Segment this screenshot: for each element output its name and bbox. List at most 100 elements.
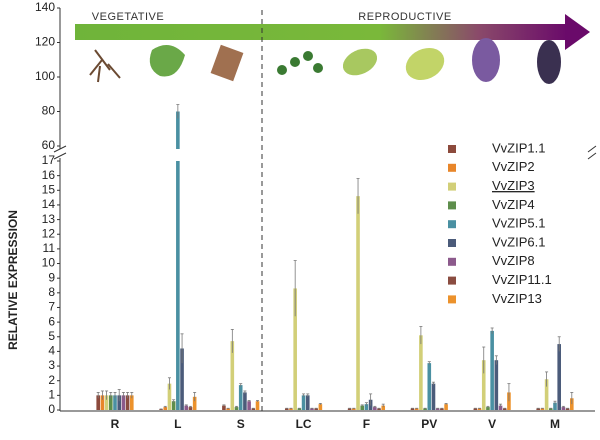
legend-swatch bbox=[448, 257, 456, 266]
y-tick-label: 11 bbox=[43, 241, 56, 255]
legend-swatch bbox=[448, 182, 456, 191]
bar bbox=[431, 383, 436, 410]
bar bbox=[247, 401, 251, 410]
bar bbox=[176, 111, 180, 149]
y-tick-label: 9 bbox=[48, 270, 55, 284]
legend-swatch bbox=[448, 220, 456, 229]
y-tick-label: 120 bbox=[35, 35, 55, 49]
bar bbox=[238, 385, 243, 410]
bar bbox=[490, 330, 494, 410]
bar bbox=[356, 196, 360, 410]
y-tick-label: 0 bbox=[48, 402, 55, 416]
bar bbox=[100, 395, 105, 410]
y-tick-label: 4 bbox=[48, 344, 55, 358]
bar bbox=[184, 405, 189, 410]
y-tick-label: 10 bbox=[42, 256, 56, 270]
bar bbox=[284, 408, 289, 410]
bar bbox=[96, 395, 100, 410]
bar bbox=[544, 379, 549, 410]
bar bbox=[125, 395, 130, 410]
x-tick-label: M bbox=[550, 417, 560, 431]
legend-swatch bbox=[448, 163, 456, 172]
bar bbox=[117, 395, 121, 410]
legend-label: VvZIP2 bbox=[492, 159, 535, 174]
bar bbox=[130, 395, 134, 410]
bar bbox=[540, 408, 545, 410]
y-tick-label: 3 bbox=[48, 358, 55, 372]
bar bbox=[377, 408, 381, 410]
bar bbox=[414, 408, 419, 410]
bar bbox=[477, 408, 482, 410]
bar bbox=[410, 408, 415, 410]
bar bbox=[226, 408, 230, 410]
y-tick-label: 5 bbox=[48, 329, 55, 343]
bar bbox=[498, 405, 503, 410]
legend-label: VvZIP13 bbox=[492, 291, 542, 306]
y-tick-label: 80 bbox=[42, 104, 56, 118]
y-tick-label: 16 bbox=[42, 168, 56, 182]
stage-label: REPRODUCTIVE bbox=[358, 11, 451, 23]
bar bbox=[301, 395, 306, 410]
legend-swatch bbox=[448, 239, 456, 247]
bar bbox=[473, 408, 478, 410]
bar bbox=[104, 395, 109, 410]
bar bbox=[444, 404, 448, 410]
bar bbox=[486, 407, 490, 410]
y-tick-label: 1 bbox=[48, 388, 55, 402]
x-tick-label: S bbox=[237, 417, 245, 431]
bar bbox=[360, 405, 365, 410]
bar bbox=[427, 363, 432, 410]
y-tick-label: 15 bbox=[42, 182, 56, 196]
x-tick-label: R bbox=[111, 417, 120, 431]
legend-label: VvZIP8 bbox=[492, 253, 535, 268]
bar bbox=[364, 404, 369, 410]
x-tick-label: PV bbox=[421, 417, 437, 431]
bar bbox=[435, 408, 440, 410]
bar bbox=[481, 360, 486, 410]
stage-icons bbox=[89, 38, 561, 84]
x-tick-label: LC bbox=[296, 417, 312, 431]
bar bbox=[109, 395, 113, 410]
legend-swatch bbox=[448, 276, 456, 285]
y-tick-label: 13 bbox=[42, 212, 56, 226]
bar bbox=[234, 407, 239, 410]
bar bbox=[180, 348, 184, 410]
legend-swatch bbox=[448, 145, 456, 153]
bar bbox=[494, 360, 499, 410]
y-tick-label: 140 bbox=[35, 0, 55, 14]
bar bbox=[565, 408, 570, 410]
stage-label: VEGETATIVE bbox=[92, 11, 164, 23]
legend-label: VvZIP5.1 bbox=[492, 216, 545, 231]
y-tick-label: 100 bbox=[35, 69, 55, 83]
bar bbox=[251, 408, 256, 410]
y-tick-label: 17 bbox=[42, 153, 56, 167]
legend-label: VvZIP1.1 bbox=[492, 140, 545, 155]
axis-break bbox=[53, 145, 597, 160]
bar bbox=[243, 392, 247, 410]
bar bbox=[188, 407, 193, 410]
legend-label: VvZIP4 bbox=[492, 197, 535, 212]
bar bbox=[171, 401, 176, 410]
y-tick-label: 6 bbox=[48, 314, 55, 328]
y-tick-label: 14 bbox=[42, 197, 56, 211]
bar bbox=[419, 335, 423, 410]
y-axis-label: RELATIVE EXPRESSION bbox=[6, 210, 20, 350]
bar bbox=[318, 404, 323, 410]
stage-arrow bbox=[75, 14, 590, 50]
bar bbox=[502, 408, 507, 410]
bar bbox=[159, 409, 163, 410]
bar bbox=[536, 408, 540, 410]
y-tick-label: 60 bbox=[42, 138, 56, 152]
legend-label: VvZIP3 bbox=[492, 178, 535, 193]
bar bbox=[305, 395, 310, 410]
bar bbox=[352, 408, 356, 410]
bar bbox=[347, 408, 352, 410]
y-tick-label: 2 bbox=[48, 373, 55, 387]
legend-swatch bbox=[448, 201, 456, 210]
y-tick-label: 7 bbox=[48, 300, 55, 314]
bar bbox=[255, 401, 260, 410]
bar bbox=[176, 161, 180, 410]
bar bbox=[121, 395, 126, 410]
legend-swatch bbox=[448, 295, 456, 304]
